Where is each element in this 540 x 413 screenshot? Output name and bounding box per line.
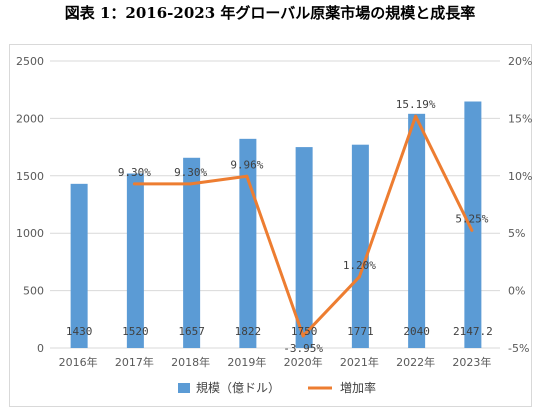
y-right-tick-label: 10% [508,170,532,183]
x-tick-label: 2019年 [227,355,266,369]
y-right-tick-label: 15% [508,112,532,125]
x-tick-label: 2021年 [340,355,379,369]
bar-data-label: 1750 [291,325,318,338]
line-data-label: 1.20% [343,259,376,272]
bar [464,101,482,349]
legend-label-line: 増加率 [340,380,376,395]
bar-data-label: 1657 [178,325,205,338]
x-tick-label: 2020年 [284,355,323,369]
bar [70,183,88,348]
line-point [301,334,305,338]
bar [183,157,201,348]
line-data-label: 9.96% [230,158,263,171]
x-tick-label: 2017年 [115,355,154,369]
line-point [132,182,136,186]
y-left-tick-label: 2500 [16,55,44,68]
bar [351,144,369,348]
line-point [189,182,193,186]
line-point [470,228,474,232]
bar [408,113,426,348]
y-left-tick-label: 500 [23,285,44,298]
y-right-tick-label: 0% [508,285,525,298]
bar-data-label: 2147.2 [453,325,493,338]
chart-title: 図表 1：2016-2023 年グローバル原薬市場の規模と成長率 [64,4,476,22]
chart-frame [9,44,532,407]
bar-data-label: 1520 [122,325,149,338]
x-tick-label: 2018年 [171,355,210,369]
line-data-label: 5.25% [455,212,488,225]
line-data-label: 9.30% [118,166,151,179]
bar [295,147,313,348]
bar-data-label: 1822 [235,325,262,338]
bar-data-label: 1430 [66,325,93,338]
x-tick-label: 2016年 [59,355,98,369]
y-left-tick-label: 1500 [16,170,44,183]
legend-swatch-bars [178,383,190,393]
y-right-tick-label: 5% [508,227,525,240]
y-left-tick-label: 1000 [16,227,44,240]
bar-data-label: 1771 [347,325,374,338]
line-data-label: -3.95% [283,342,323,355]
y-right-tick-label: -5% [508,342,529,355]
y-right-tick-label: 20% [508,55,532,68]
bar [126,173,144,348]
line-data-label: 15.19% [396,98,436,111]
line-point [414,114,418,118]
legend-label-bars: 規模（億ドル） [196,380,280,395]
x-tick-label: 2022年 [396,355,435,369]
bar-data-label: 2040 [403,325,430,338]
x-tick-label: 2023年 [452,355,491,369]
line-data-label: 9.30% [174,166,207,179]
y-left-tick-label: 2000 [16,112,44,125]
line-point [245,174,249,178]
y-left-tick-label: 0 [37,342,44,355]
line-point [357,275,361,279]
